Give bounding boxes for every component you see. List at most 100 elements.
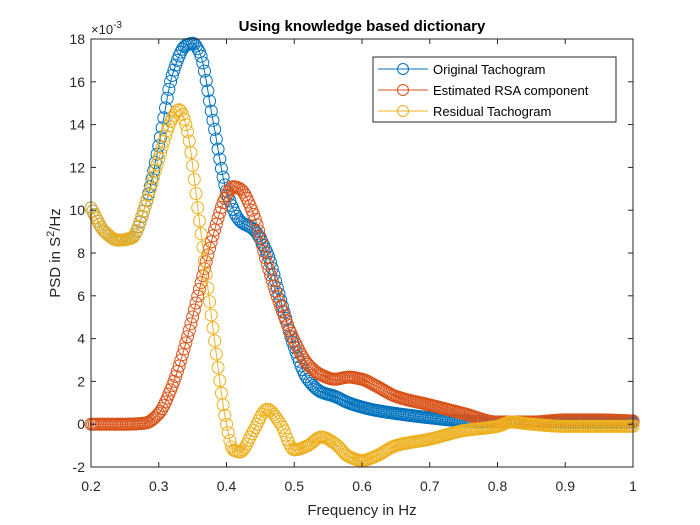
data-point (165, 68, 179, 82)
data-point (153, 146, 167, 160)
y-tick-label: 12 (69, 159, 85, 175)
y-exponent-power: -3 (113, 20, 122, 31)
data-point (177, 112, 191, 126)
data-point (174, 353, 188, 367)
legend-label: Original Tachogram (433, 62, 545, 77)
data-point (177, 342, 191, 356)
data-point (248, 212, 262, 226)
series-layer (84, 36, 640, 468)
data-point (175, 348, 189, 362)
data-point (187, 37, 201, 51)
data-point (181, 124, 195, 138)
data-point (152, 407, 166, 420)
data-point (145, 176, 159, 190)
data-point (304, 377, 318, 391)
data-point (252, 224, 266, 238)
data-point (221, 426, 235, 440)
data-point (184, 317, 198, 331)
legend-marker (397, 63, 409, 75)
data-point (255, 237, 269, 251)
data-point (135, 209, 149, 223)
x-tick-label: 0.5 (285, 478, 305, 494)
y-ticks: -2 0 2 4 6 8 10 12 14 16 18 (69, 31, 633, 475)
data-point (147, 170, 161, 184)
y-axis-label-tail: /Hz (47, 208, 64, 231)
data-point (328, 436, 342, 450)
data-point (258, 251, 272, 265)
data-point (160, 91, 174, 105)
data-point (214, 162, 228, 176)
data-point (131, 219, 145, 233)
data-point (189, 296, 203, 310)
data-point (265, 405, 279, 419)
data-point (192, 214, 206, 228)
y-tick-label: 14 (69, 117, 85, 133)
data-point (169, 105, 183, 119)
y-axis-label-main: PSD in S (47, 237, 64, 298)
data-point (194, 49, 208, 63)
data-point (274, 417, 288, 431)
legend-label: Residual Tachogram (433, 104, 551, 119)
data-point (199, 74, 213, 88)
data-point (208, 223, 222, 237)
data-point (213, 374, 227, 388)
data-point (179, 118, 193, 132)
y-tick-label: 0 (77, 416, 85, 432)
data-point (157, 111, 171, 125)
data-point (197, 254, 211, 268)
x-tick-label: 0.7 (420, 478, 440, 494)
y-tick-label: 16 (69, 74, 85, 90)
data-point (187, 303, 201, 317)
legend: Original Tachogram Estimated RSA componen… (372, 56, 617, 123)
legend-marker (397, 84, 409, 96)
data-point (179, 336, 193, 350)
data-point (199, 267, 213, 281)
x-tick-label: 0.2 (81, 478, 101, 494)
y-axis-exponent: ×10-3 (91, 20, 122, 37)
legend-items: Original Tachogram Estimated RSA componen… (378, 62, 589, 119)
data-point (238, 188, 252, 202)
data-point (208, 334, 222, 348)
data-point (257, 244, 271, 258)
data-point (220, 417, 233, 431)
x-tick-label: 0.8 (488, 478, 508, 494)
data-point (330, 438, 344, 452)
data-point (231, 181, 245, 195)
chart-title: Using knowledge based dictionary (239, 18, 486, 35)
x-tick-label: 0.9 (556, 478, 576, 494)
legend-label: Estimated RSA component (433, 83, 589, 98)
y-tick-label: 2 (77, 373, 85, 389)
y-tick-label: 4 (77, 331, 85, 347)
x-axis-label: Frequency in Hz (307, 502, 416, 519)
data-point (248, 421, 262, 435)
x-tick-label: 1 (629, 478, 637, 494)
data-point (155, 402, 169, 416)
data-point (223, 434, 237, 448)
data-point (247, 222, 261, 236)
data-point (148, 164, 162, 178)
data-point (196, 56, 210, 70)
data-point (189, 187, 203, 201)
x-tick-label: 0.6 (352, 478, 372, 494)
data-point (191, 42, 205, 56)
data-point (238, 440, 252, 454)
data-point (270, 290, 284, 304)
data-point (208, 122, 222, 136)
x-tick-label: 0.3 (149, 478, 169, 494)
data-point (159, 129, 173, 143)
data-point (140, 194, 154, 208)
data-point (269, 284, 283, 298)
x-ticks: 0.2 0.3 0.4 0.5 0.6 0.7 0.8 0.9 1 (81, 39, 637, 494)
data-point (250, 218, 264, 232)
data-point (191, 289, 205, 303)
data-point (201, 281, 215, 295)
x-tick-label: 0.4 (217, 478, 237, 494)
data-point (213, 206, 227, 220)
data-point (126, 230, 140, 244)
data-point (253, 231, 267, 245)
series-residual-tachogram (84, 103, 640, 468)
y-exponent-base: ×10 (91, 22, 113, 37)
data-point (304, 361, 318, 375)
y-tick-label: 10 (69, 202, 85, 218)
